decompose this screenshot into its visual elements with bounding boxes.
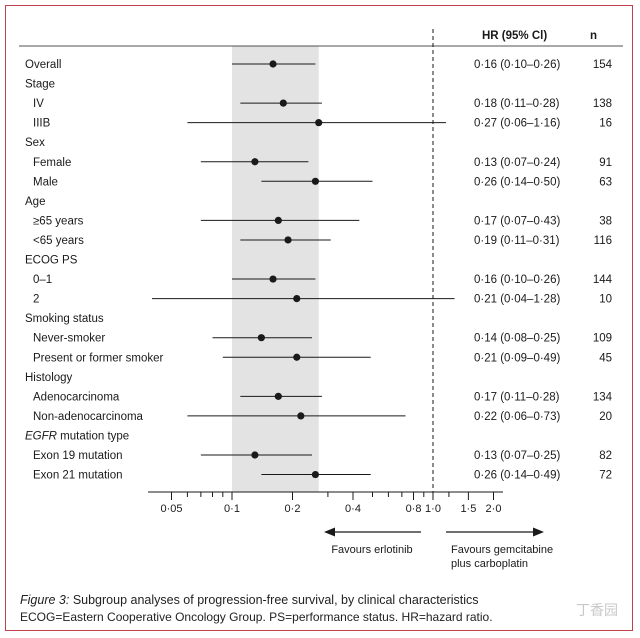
favours-left-label: Favours erlotinib	[331, 544, 412, 556]
row-label: Non-adenocarcinoma	[33, 411, 144, 423]
row-label: Exon 21 mutation	[33, 470, 123, 482]
x-tick-label: 0·05	[160, 503, 182, 515]
hr-ci-value: 0·22 (0·06–0·73)	[474, 411, 560, 423]
hr-point	[279, 99, 287, 107]
row-label: 2	[33, 294, 39, 306]
hr-ci-value: 0·16 (0·10–0·26)	[474, 274, 560, 286]
row-label: Adenocarcinoma	[33, 391, 120, 403]
hr-ci-value: 0·26 (0·14–0·49)	[474, 470, 560, 482]
hr-ci-value: 0·19 (0·11–0·31)	[474, 235, 560, 247]
n-value: 45	[599, 352, 612, 364]
hr-point	[251, 451, 259, 459]
x-tick-label: 1·5	[460, 503, 476, 515]
row-label: Male	[33, 176, 58, 188]
n-value: 20	[599, 411, 612, 423]
hr-point	[269, 275, 277, 283]
figure-label: Figure 3:	[20, 593, 70, 607]
row-label: ≥65 years	[33, 215, 84, 227]
row-label: IIIB	[33, 118, 51, 130]
hr-ci-value: 0·13 (0·07–0·24)	[474, 157, 560, 169]
subgroup-heading: Histology	[25, 372, 73, 384]
hr-ci-value: 0·21 (0·09–0·49)	[474, 352, 560, 364]
favours-right-arrowhead	[533, 527, 544, 537]
x-tick-label: 0·4	[345, 503, 361, 515]
favours-right-label-line1: Favours gemcitabine	[451, 544, 553, 556]
hr-ci-value: 0·21 (0·04–1·28)	[474, 294, 560, 306]
n-value: 91	[599, 157, 612, 169]
n-value: 82	[599, 450, 612, 462]
hr-point	[274, 216, 282, 224]
n-value: 10	[599, 294, 612, 306]
hr-ci-value: 0·16 (0·10–0·26)	[474, 59, 560, 71]
x-tick-label: 2·0	[486, 503, 502, 515]
hr-point	[257, 334, 265, 342]
hr-point	[297, 412, 305, 420]
n-value: 116	[594, 235, 612, 247]
x-tick-label: 0·2	[285, 503, 301, 515]
subgroup-heading: EGFR mutation type	[25, 430, 129, 442]
hr-ci-value: 0·18 (0·11–0·28)	[474, 98, 560, 110]
subgroup-heading: Stage	[25, 79, 55, 91]
hr-point	[269, 60, 277, 68]
shaded-band	[232, 46, 319, 492]
row-label: Exon 19 mutation	[33, 450, 123, 462]
row-label: <65 years	[33, 235, 84, 247]
subgroup-heading: Sex	[25, 137, 45, 149]
figure-abbreviations: ECOG=Eastern Cooperative Oncology Group.…	[20, 610, 493, 624]
n-value: 134	[593, 391, 613, 403]
row-label: Present or former smoker	[33, 352, 164, 364]
favours-left-arrowhead	[324, 527, 335, 537]
hr-point	[311, 470, 320, 479]
n-column-header: n	[590, 30, 597, 42]
hr-point	[293, 295, 301, 303]
x-tick-label: 1·0	[425, 503, 441, 515]
n-value: 72	[599, 470, 612, 482]
x-tick-label: 0·8	[406, 503, 422, 515]
hr-point	[311, 177, 320, 185]
n-value: 138	[593, 98, 612, 110]
n-value: 109	[593, 333, 612, 345]
hr-point	[284, 236, 292, 244]
figure-title: Subgroup analyses of progression-free su…	[69, 593, 479, 607]
row-label: IV	[33, 98, 44, 110]
x-tick-label: 0·1	[224, 503, 240, 515]
subgroup-heading: Smoking status	[25, 313, 104, 325]
favours-right-label-line2: plus carboplatin	[451, 558, 528, 570]
row-label: 0–1	[33, 274, 52, 286]
hr-ci-value: 0·27 (0·06–1·16)	[474, 118, 560, 130]
hr-ci-value: 0·17 (0·07–0·43)	[474, 215, 560, 227]
hr-ci-value: 0·13 (0·07–0·25)	[474, 450, 560, 462]
row-label: Overall	[25, 59, 61, 71]
row-label: Female	[33, 157, 71, 169]
hr-ci-value: 0·14 (0·08–0·25)	[474, 333, 560, 345]
figure-caption: Figure 3: Subgroup analyses of progressi…	[20, 592, 630, 626]
figure-frame: HR (95% Cl) n Overall 0·16 (0·10–0·26) 154 St…	[5, 5, 633, 631]
row-label: Never-smoker	[33, 333, 105, 345]
n-value: 63	[599, 176, 612, 188]
hr-point	[251, 158, 259, 166]
hr-point	[293, 353, 301, 361]
n-value: 144	[593, 274, 613, 286]
hr-column-header: HR (95% Cl)	[482, 30, 547, 42]
subgroup-heading: ECOG PS	[25, 255, 78, 267]
watermark-logo: 丁香园	[576, 602, 618, 618]
n-value: 16	[599, 118, 612, 130]
hr-point	[315, 119, 323, 127]
n-value: 154	[593, 59, 613, 71]
hr-ci-value: 0·26 (0·14–0·50)	[474, 176, 560, 188]
forest-plot: HR (95% Cl) n Overall 0·16 (0·10–0·26) 154 St…	[19, 29, 623, 570]
subgroup-heading: Age	[25, 196, 45, 208]
hr-point	[274, 392, 282, 400]
hr-ci-value: 0·17 (0·11–0·28)	[474, 391, 560, 403]
n-value: 38	[599, 215, 612, 227]
